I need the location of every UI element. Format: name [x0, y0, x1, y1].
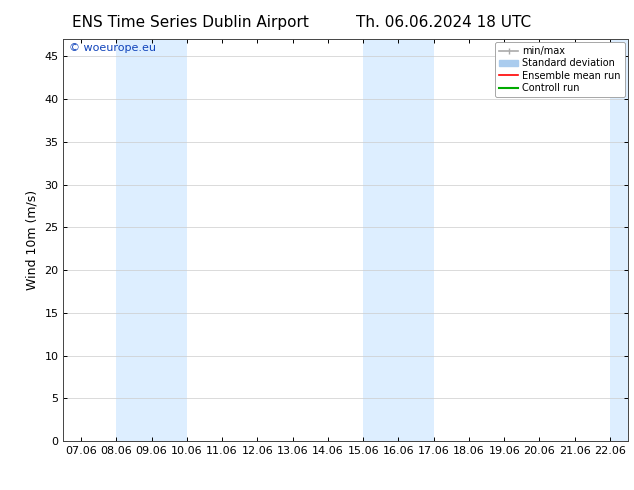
Bar: [116, 39, 187, 441]
Legend: min/max, Standard deviation, Ensemble mean run, Controll run: min/max, Standard deviation, Ensemble me…: [495, 42, 624, 97]
Text: Th. 06.06.2024 18 UTC: Th. 06.06.2024 18 UTC: [356, 15, 531, 30]
Bar: [363, 39, 434, 441]
Text: ENS Time Series Dublin Airport: ENS Time Series Dublin Airport: [72, 15, 309, 30]
Y-axis label: Wind 10m (m/s): Wind 10m (m/s): [26, 190, 39, 290]
Bar: [610, 39, 634, 441]
Text: © woeurope.eu: © woeurope.eu: [69, 43, 156, 53]
